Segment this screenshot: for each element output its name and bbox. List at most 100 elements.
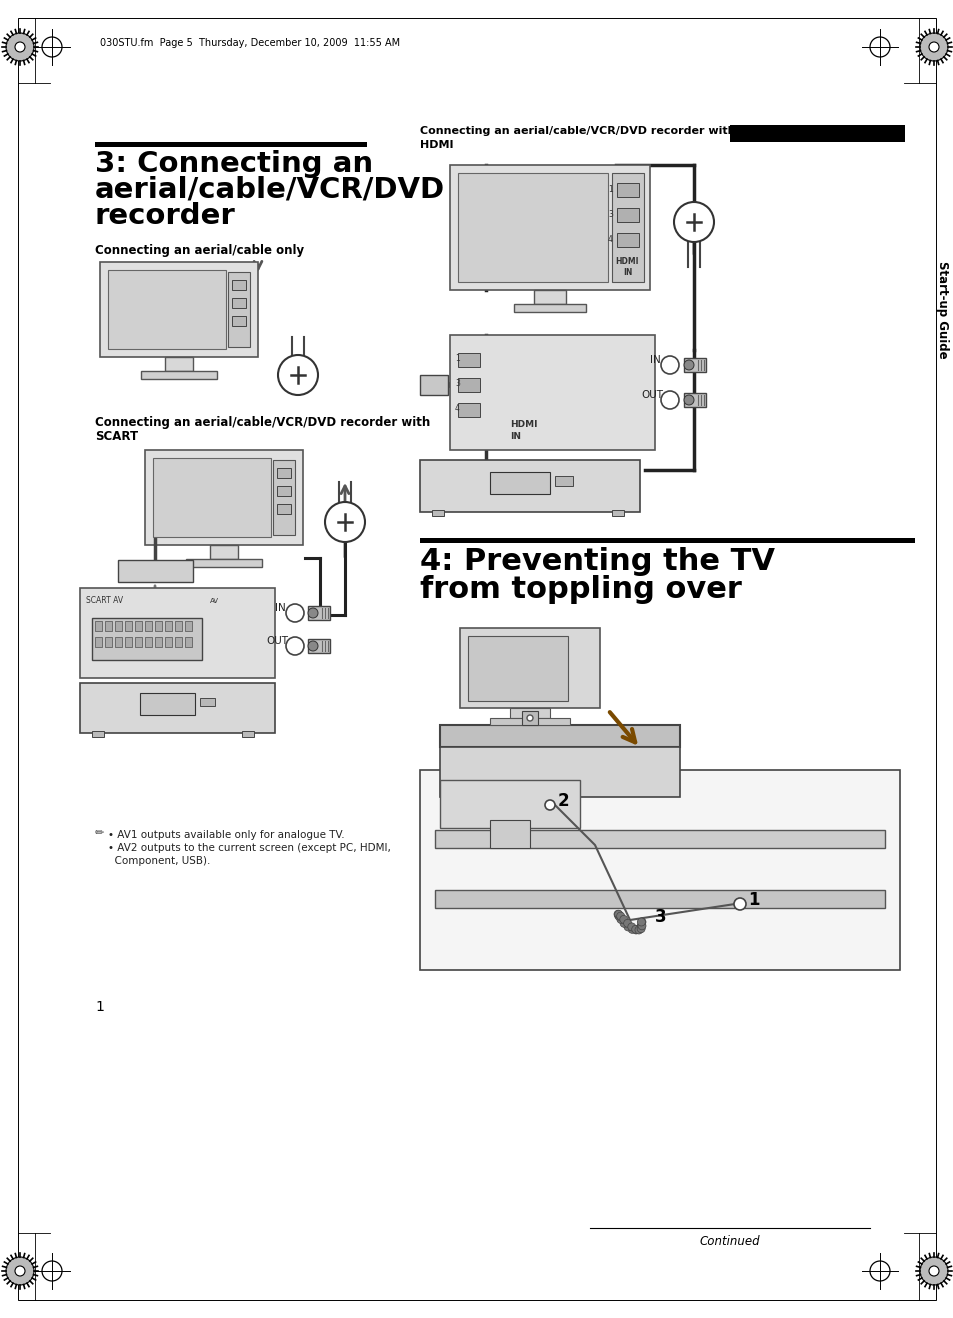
Bar: [140, 693, 194, 714]
Text: Connecting an aerial/cable/VCR/DVD recorder with: Connecting an aerial/cable/VCR/DVD recor…: [419, 127, 735, 136]
Bar: [152, 457, 271, 536]
Circle shape: [614, 912, 622, 920]
Bar: [276, 503, 291, 514]
Bar: [450, 165, 649, 290]
Text: IN: IN: [274, 604, 286, 613]
Bar: [125, 637, 132, 647]
Circle shape: [42, 1261, 62, 1281]
Bar: [95, 637, 102, 647]
Bar: [459, 627, 599, 708]
Circle shape: [632, 927, 639, 934]
Text: HDMI: HDMI: [615, 257, 638, 266]
Bar: [457, 353, 479, 366]
Circle shape: [683, 360, 693, 370]
Circle shape: [6, 33, 34, 61]
Bar: [165, 357, 193, 370]
Bar: [457, 173, 607, 282]
Circle shape: [42, 37, 62, 57]
Bar: [115, 621, 122, 631]
Text: Component, USB).: Component, USB).: [108, 855, 211, 866]
Circle shape: [631, 925, 639, 933]
Circle shape: [614, 911, 622, 919]
Bar: [439, 780, 579, 828]
Bar: [276, 486, 291, 496]
Bar: [617, 233, 639, 246]
Circle shape: [638, 919, 645, 927]
Circle shape: [623, 920, 631, 928]
Text: 3: 3: [607, 210, 612, 219]
Bar: [468, 637, 567, 701]
Circle shape: [325, 502, 365, 542]
Text: 3: 3: [655, 908, 666, 927]
Bar: [683, 358, 705, 372]
Circle shape: [619, 916, 627, 924]
Bar: [232, 298, 246, 308]
Text: IN: IN: [649, 355, 660, 365]
Text: Connecting an aerial/cable/VCR/DVD recorder with: Connecting an aerial/cable/VCR/DVD recor…: [95, 416, 430, 428]
Bar: [439, 725, 679, 747]
Bar: [135, 621, 142, 631]
Bar: [617, 183, 639, 196]
Text: OUT: OUT: [640, 390, 662, 399]
Bar: [419, 460, 639, 511]
Bar: [457, 403, 479, 416]
Text: 1: 1: [607, 185, 612, 194]
Text: aerial/cable/VCR/DVD: aerial/cable/VCR/DVD: [95, 177, 445, 204]
Circle shape: [308, 641, 317, 651]
Circle shape: [637, 921, 644, 929]
Bar: [118, 560, 193, 583]
Bar: [174, 621, 182, 631]
Circle shape: [919, 1257, 947, 1285]
Bar: [141, 370, 216, 380]
Bar: [125, 621, 132, 631]
Circle shape: [683, 395, 693, 405]
Bar: [273, 460, 294, 535]
Text: IN: IN: [510, 432, 520, 442]
Bar: [91, 618, 202, 660]
Bar: [80, 588, 274, 677]
Circle shape: [6, 1257, 34, 1285]
Bar: [534, 290, 565, 304]
Text: 030STU.fm  Page 5  Thursday, December 10, 2009  11:55 AM: 030STU.fm Page 5 Thursday, December 10, …: [100, 38, 399, 47]
Circle shape: [627, 923, 635, 931]
Circle shape: [733, 898, 745, 909]
Bar: [683, 393, 705, 407]
Bar: [135, 637, 142, 647]
Bar: [617, 208, 639, 221]
Bar: [165, 621, 172, 631]
Circle shape: [637, 925, 644, 933]
Bar: [145, 637, 152, 647]
Circle shape: [637, 919, 645, 927]
Bar: [185, 637, 192, 647]
Bar: [200, 699, 214, 706]
Text: 1: 1: [747, 891, 759, 909]
Circle shape: [286, 604, 304, 622]
Text: 2: 2: [558, 792, 569, 811]
Bar: [242, 731, 253, 737]
Bar: [419, 538, 914, 543]
Bar: [490, 820, 530, 847]
Text: OUT: OUT: [266, 637, 288, 646]
Bar: [232, 279, 246, 290]
Bar: [419, 770, 899, 970]
Bar: [729, 125, 904, 142]
Circle shape: [616, 912, 624, 920]
Circle shape: [660, 391, 679, 409]
Bar: [432, 510, 443, 517]
Bar: [145, 449, 303, 546]
Text: ✏: ✏: [95, 828, 104, 838]
Circle shape: [660, 356, 679, 374]
Bar: [555, 476, 573, 486]
Text: 3: 3: [455, 380, 459, 387]
Bar: [115, 637, 122, 647]
Bar: [435, 890, 884, 908]
Text: Connecting an aerial/cable only: Connecting an aerial/cable only: [95, 244, 304, 257]
Circle shape: [869, 37, 889, 57]
Bar: [612, 510, 623, 517]
Circle shape: [526, 714, 533, 721]
Bar: [521, 710, 537, 725]
Text: 1: 1: [95, 1000, 104, 1014]
Text: 3: Connecting an: 3: Connecting an: [95, 150, 373, 178]
Circle shape: [277, 355, 317, 395]
Text: 4: Preventing the TV: 4: Preventing the TV: [419, 547, 774, 576]
